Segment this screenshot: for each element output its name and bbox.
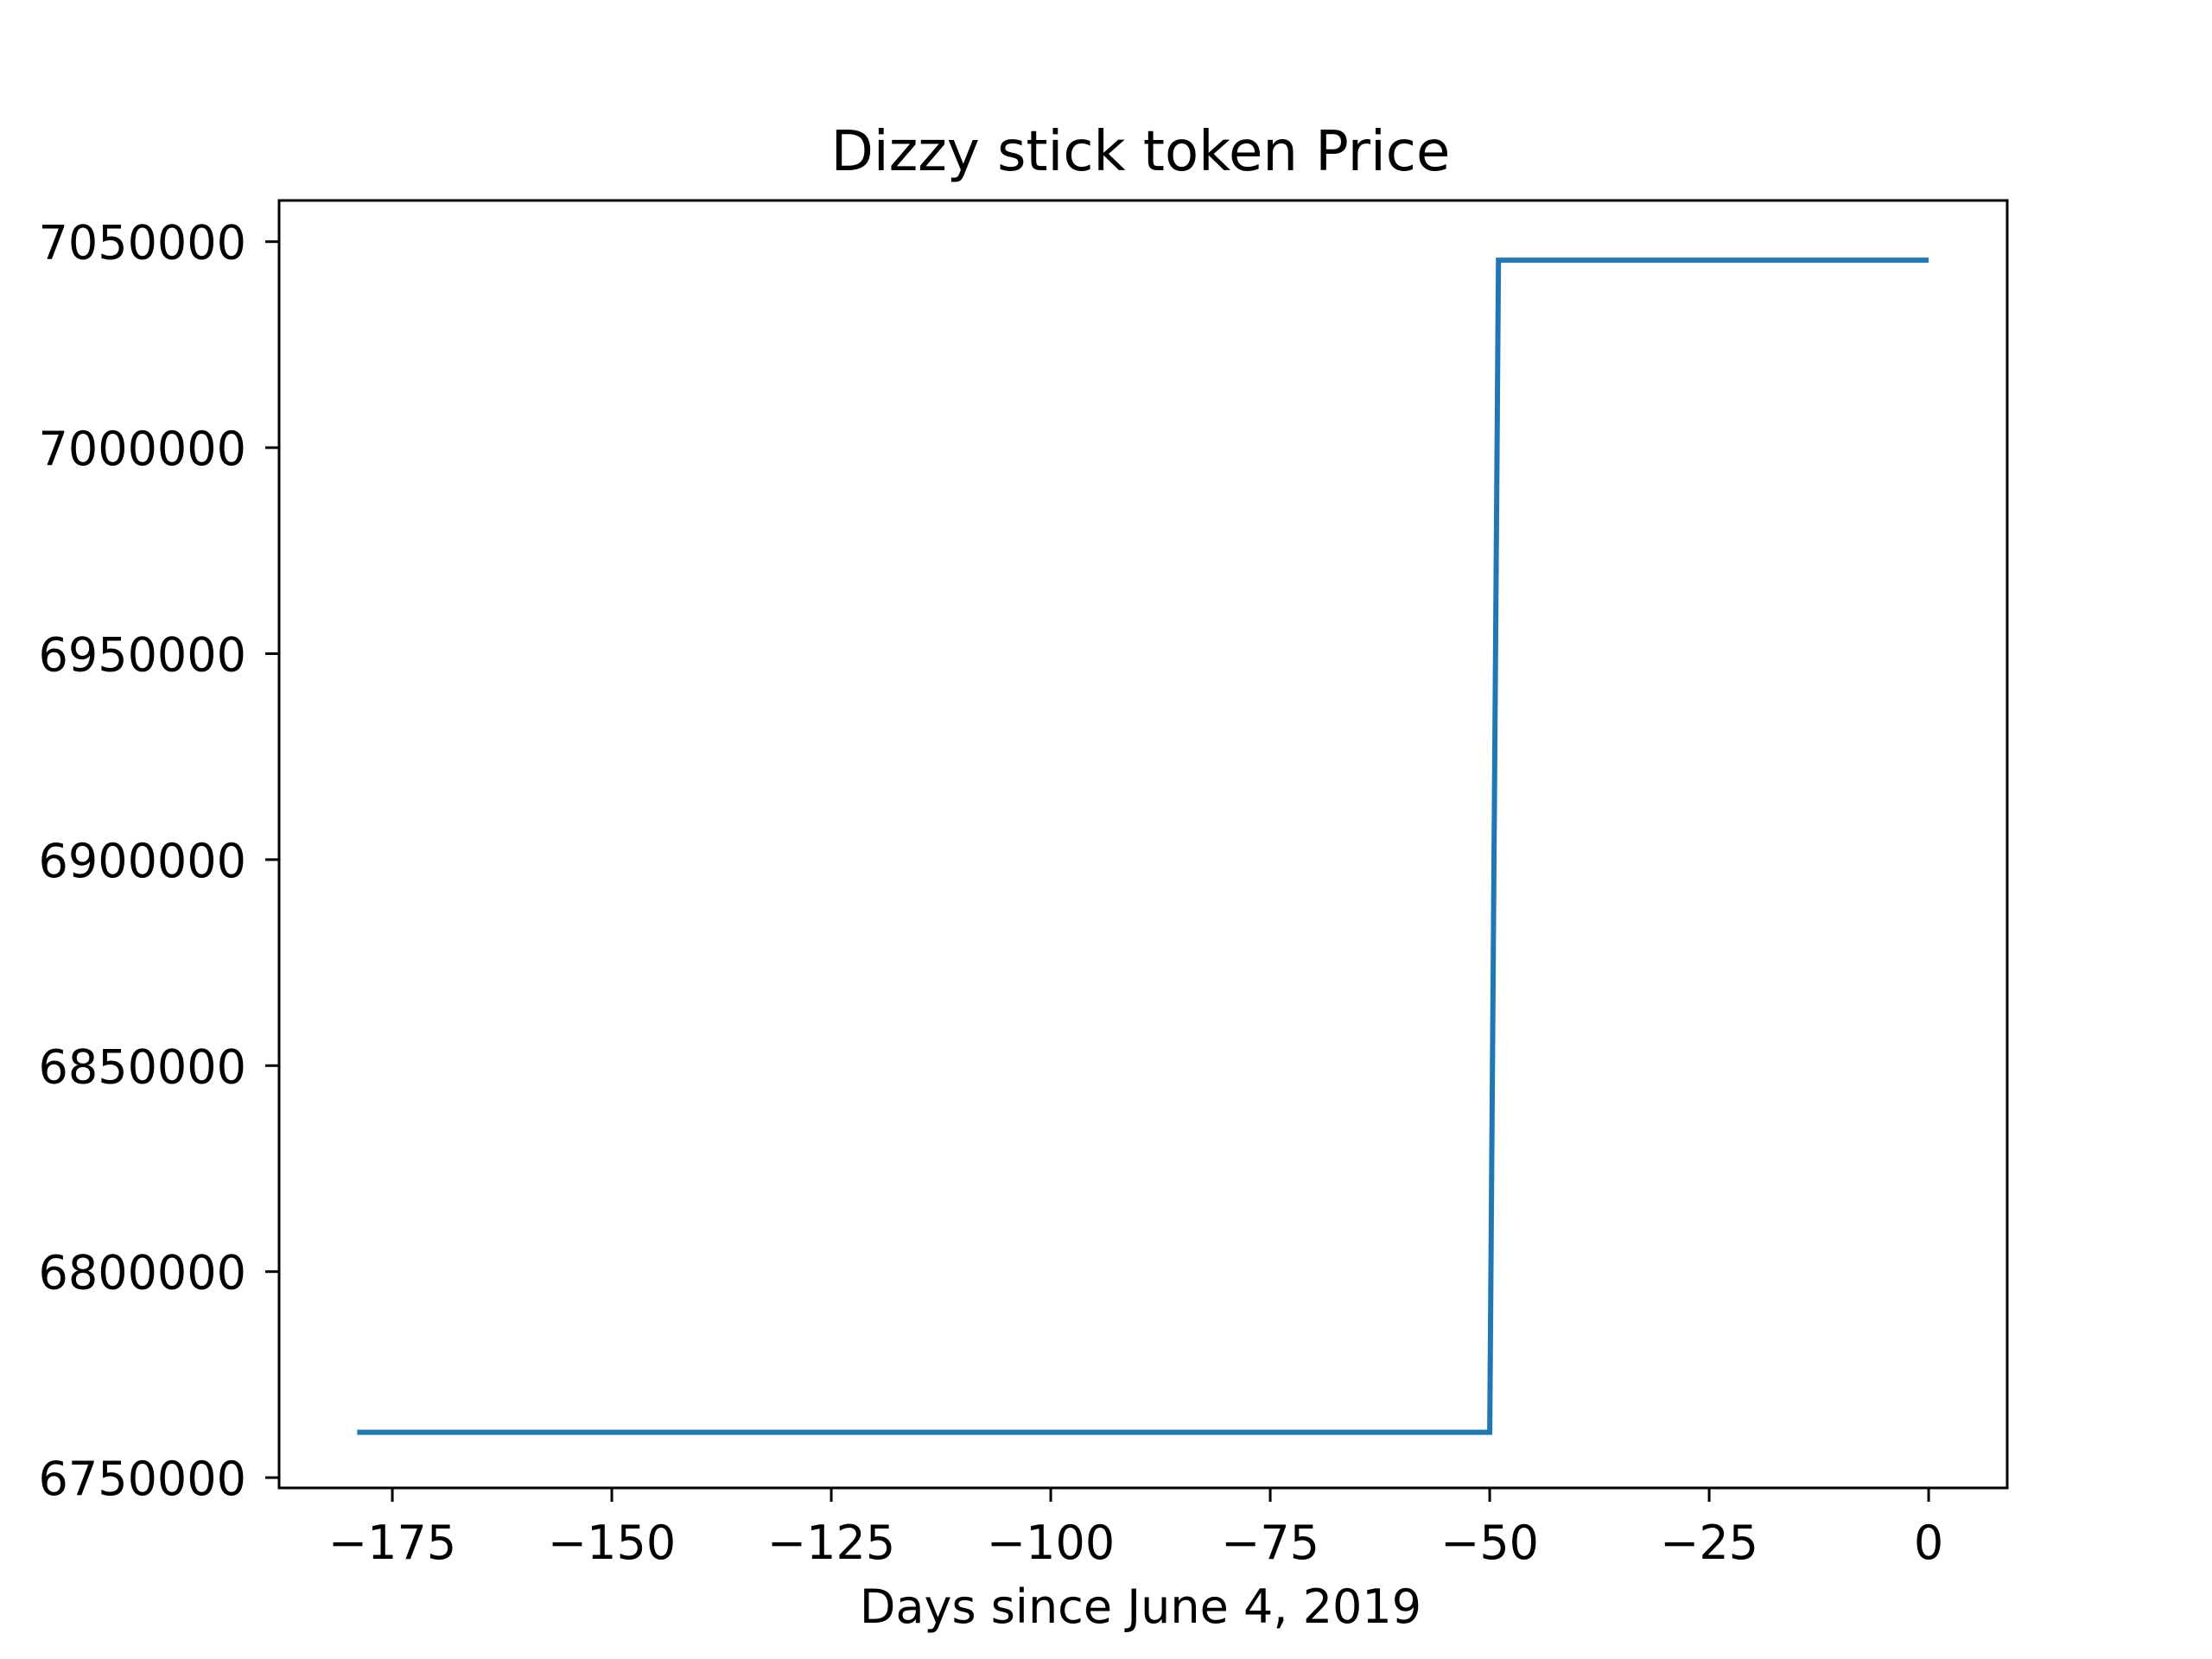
x-tick-label: −75 [1221,1516,1319,1570]
x-tick-label: −50 [1440,1516,1539,1570]
y-tick-label: 6950000 [39,627,247,682]
y-tick-label: 6850000 [39,1039,247,1094]
y-tick-label: 7000000 [39,422,247,476]
x-axis: −175 −150 −125 −100 −75 −50 −25 0 [328,1488,1943,1570]
x-tick-label: −25 [1660,1516,1758,1570]
series-line-0 [357,257,1929,1435]
y-tick-label: 7050000 [39,216,247,270]
y-tick-label: 6800000 [39,1246,247,1300]
y-tick-label: 6900000 [39,834,247,888]
x-tick-label: −125 [767,1516,895,1570]
x-tick-label: 0 [1914,1516,1943,1570]
plot-frame [277,199,2009,1490]
y-axis: 6750000 6800000 6850000 6900000 6950000 70000… [39,216,279,1506]
y-tick-label: 6750000 [39,1452,247,1506]
x-tick-label: −150 [548,1516,676,1570]
x-tick-label: −175 [328,1516,456,1570]
chart-title: Dizzy stick token Price [831,120,1451,184]
plot-area [277,199,2009,1490]
x-tick-label: −100 [987,1516,1115,1570]
x-axis-label: Days since June 4, 2019 [860,1580,1421,1634]
